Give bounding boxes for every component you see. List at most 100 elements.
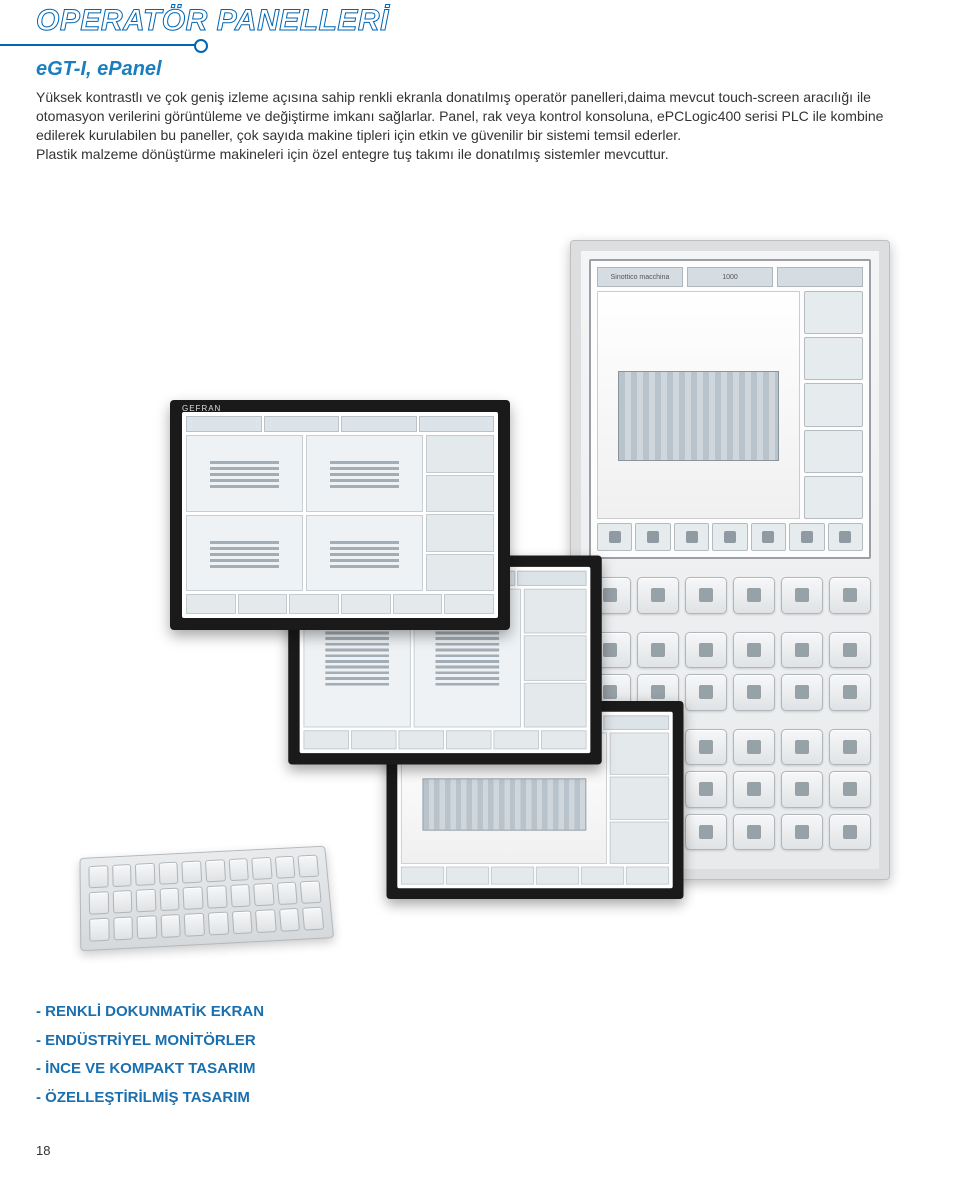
ms-body bbox=[186, 435, 494, 591]
panel-key bbox=[781, 729, 823, 766]
ms-top bbox=[186, 416, 494, 432]
screen-side-buttons bbox=[804, 291, 863, 519]
keypad-key bbox=[275, 856, 296, 879]
side-button bbox=[804, 383, 863, 426]
ms-right bbox=[610, 733, 669, 864]
keypad-key bbox=[112, 864, 132, 887]
panel-key bbox=[829, 771, 871, 808]
panel-key bbox=[733, 577, 775, 614]
keypad-key bbox=[302, 907, 324, 931]
keypad-key bbox=[183, 886, 204, 909]
body-paragraph: Yüksek kontrastlı ve çok geniş izleme aç… bbox=[36, 88, 906, 164]
screen-tab-blank bbox=[777, 267, 863, 287]
ms-cell bbox=[186, 515, 303, 592]
panel-key bbox=[781, 771, 823, 808]
keypad-key bbox=[136, 889, 156, 913]
keypad-key bbox=[89, 918, 109, 942]
keypad-key bbox=[230, 884, 251, 907]
keypad-key bbox=[182, 860, 202, 883]
ms-grid bbox=[186, 435, 423, 591]
keypad-key bbox=[277, 882, 298, 905]
panel-key bbox=[829, 577, 871, 614]
panel-key bbox=[637, 577, 679, 614]
bottom-icon bbox=[635, 523, 670, 551]
panel-key bbox=[781, 674, 823, 711]
ms-cell bbox=[186, 435, 303, 512]
machine-sketch bbox=[618, 371, 779, 461]
keypad-key bbox=[112, 890, 132, 914]
panel-key bbox=[733, 632, 775, 669]
keypad-key bbox=[300, 880, 322, 903]
panel-key bbox=[829, 729, 871, 766]
panel-key bbox=[781, 577, 823, 614]
screen-bottom-icons bbox=[597, 523, 863, 551]
bottom-icon bbox=[712, 523, 747, 551]
keypad-key bbox=[228, 858, 249, 881]
panel-key bbox=[829, 814, 871, 851]
side-button bbox=[804, 337, 863, 380]
detached-keypad bbox=[79, 846, 334, 952]
keypad-key bbox=[88, 865, 108, 888]
ms-bottom bbox=[186, 594, 494, 614]
panel-key bbox=[685, 577, 727, 614]
ms-cell bbox=[306, 515, 423, 592]
monitor-1: GEFRAN bbox=[170, 400, 510, 630]
keypad-key bbox=[208, 912, 229, 936]
bottom-icon bbox=[751, 523, 786, 551]
keypad-key bbox=[89, 891, 109, 915]
product-image-area: Sinottico macchina 1000 bbox=[80, 240, 900, 960]
features-list: - RENKLİ DOKUNMATİK EKRAN - ENDÜSTRİYEL … bbox=[36, 998, 264, 1112]
header-decorative-line bbox=[0, 44, 200, 46]
key-row-gap bbox=[589, 620, 871, 626]
page-number: 18 bbox=[36, 1143, 50, 1158]
ms-cell bbox=[306, 435, 423, 512]
panel-key bbox=[829, 632, 871, 669]
ms-bottom bbox=[401, 867, 669, 885]
page-title: OPERATÖR PANELLERİ bbox=[36, 4, 389, 38]
panel-key bbox=[829, 674, 871, 711]
monitor-screen bbox=[182, 412, 498, 618]
panel-key bbox=[733, 814, 775, 851]
feature-item: - İNCE VE KOMPAKT TASARIM bbox=[36, 1055, 264, 1084]
keypad-key bbox=[231, 910, 252, 934]
feature-item: - RENKLİ DOKUNMATİK EKRAN bbox=[36, 998, 264, 1027]
side-button bbox=[804, 476, 863, 519]
panel-key bbox=[781, 814, 823, 851]
page-subtitle: eGT-I, ePanel bbox=[36, 58, 162, 81]
screen-main bbox=[597, 291, 863, 519]
bottom-icon bbox=[674, 523, 709, 551]
keypad-key bbox=[184, 913, 205, 937]
panel-touchscreen: Sinottico macchina 1000 bbox=[589, 259, 871, 559]
keypad-key bbox=[253, 883, 274, 906]
side-button bbox=[804, 291, 863, 334]
screen-value: 1000 bbox=[687, 267, 773, 287]
keypad-key bbox=[135, 863, 155, 886]
keypad-key bbox=[279, 908, 301, 932]
keypad-key bbox=[158, 862, 178, 885]
feature-item: - ÖZELLEŞTİRİLMİŞ TASARIM bbox=[36, 1084, 264, 1113]
panel-key bbox=[685, 632, 727, 669]
screen-tab: Sinottico macchina bbox=[597, 267, 683, 287]
panel-key bbox=[733, 674, 775, 711]
keypad-key bbox=[205, 859, 226, 882]
monitor-brand: GEFRAN bbox=[182, 404, 221, 413]
panel-key bbox=[685, 814, 727, 851]
keypad-key bbox=[251, 857, 272, 880]
panel-key bbox=[733, 771, 775, 808]
keypad-key bbox=[206, 885, 227, 908]
bottom-icon bbox=[597, 523, 632, 551]
bottom-icon bbox=[789, 523, 824, 551]
bottom-icon bbox=[828, 523, 863, 551]
keypad-key bbox=[160, 914, 181, 938]
keypad-key bbox=[298, 855, 319, 878]
ms-right bbox=[524, 589, 586, 728]
panel-key bbox=[781, 632, 823, 669]
screen-machine-diagram bbox=[597, 291, 800, 519]
keypad-key bbox=[255, 909, 276, 933]
panel-key bbox=[685, 771, 727, 808]
panel-key bbox=[685, 729, 727, 766]
keypad-key bbox=[113, 916, 133, 940]
ms-bottom bbox=[303, 730, 586, 749]
panel-key bbox=[637, 632, 679, 669]
keypad-key bbox=[159, 888, 180, 912]
